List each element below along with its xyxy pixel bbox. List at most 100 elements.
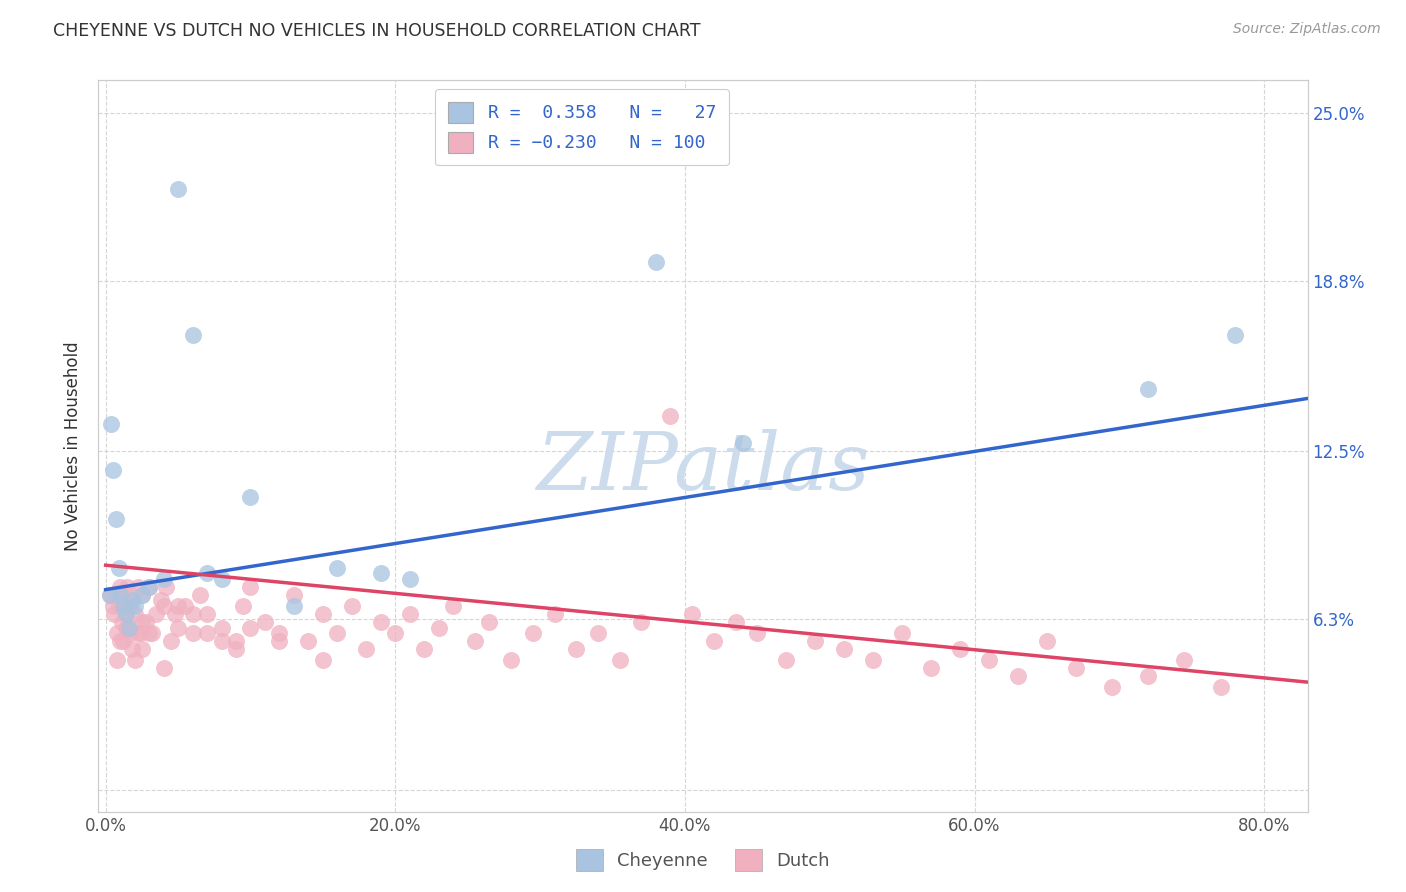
Point (112, 599, 135, 613)
Point (609, 653, 631, 667)
Point (195, 626, 218, 640)
Point (145, 607, 167, 621)
Point (107, 561, 129, 575)
Point (977, 653, 1000, 667)
Point (1137, 669, 1160, 683)
Y-axis label: No Vehicles in Household: No Vehicles in Household (65, 341, 83, 551)
Point (464, 634, 486, 648)
Point (118, 620, 141, 634)
Point (138, 626, 160, 640)
Point (1137, 382, 1160, 396)
Point (225, 642, 247, 657)
Point (269, 626, 291, 640)
Point (211, 634, 233, 648)
Point (165, 607, 187, 621)
Point (501, 653, 523, 667)
Point (103, 607, 125, 621)
Point (181, 607, 204, 621)
Point (630, 615, 652, 629)
Point (181, 626, 204, 640)
Point (681, 607, 703, 621)
Point (211, 572, 233, 586)
Point (105, 626, 128, 640)
Point (195, 607, 218, 621)
Point (152, 572, 174, 586)
Point (269, 634, 291, 648)
Point (110, 615, 132, 629)
Point (124, 607, 146, 621)
Point (152, 599, 174, 613)
Point (326, 561, 349, 575)
Point (586, 626, 609, 640)
Point (131, 588, 153, 602)
Point (107, 599, 129, 613)
Point (181, 327, 204, 342)
Point (100, 417, 122, 432)
Point (775, 653, 797, 667)
Point (398, 572, 420, 586)
Point (645, 254, 668, 268)
Point (101, 463, 124, 477)
Point (565, 642, 588, 657)
Point (108, 634, 131, 648)
Point (152, 661, 174, 675)
Point (127, 626, 149, 640)
Point (167, 599, 190, 613)
Point (127, 580, 149, 594)
Point (1173, 653, 1195, 667)
Point (211, 620, 233, 634)
Point (398, 607, 420, 621)
Point (862, 653, 884, 667)
Legend: R =  0.358   N =   27, R = −0.230   N = 100: R = 0.358 N = 27, R = −0.230 N = 100 (436, 89, 728, 165)
Point (149, 593, 172, 607)
Point (225, 634, 247, 648)
Point (413, 642, 436, 657)
Point (441, 599, 464, 613)
Point (138, 580, 160, 594)
Point (239, 580, 262, 594)
Point (747, 626, 769, 640)
Point (804, 634, 827, 648)
Point (104, 588, 127, 602)
Point (124, 653, 146, 667)
Point (724, 615, 747, 629)
Point (129, 626, 152, 640)
Point (167, 181, 190, 195)
Point (131, 615, 153, 629)
Point (117, 620, 139, 634)
Point (101, 599, 124, 613)
Point (141, 626, 163, 640)
Point (297, 634, 319, 648)
Point (120, 626, 142, 640)
Point (121, 593, 143, 607)
Point (105, 653, 128, 667)
Point (312, 653, 335, 667)
Point (188, 588, 211, 602)
Point (731, 436, 754, 450)
Point (121, 593, 143, 607)
Point (920, 661, 942, 675)
Point (1064, 661, 1087, 675)
Point (283, 599, 305, 613)
Point (949, 642, 972, 657)
Point (1209, 680, 1232, 694)
Point (1225, 327, 1247, 342)
Point (232, 599, 254, 613)
Point (115, 620, 138, 634)
Point (370, 566, 392, 581)
Point (195, 566, 218, 581)
Text: CHEYENNE VS DUTCH NO VEHICLES IN HOUSEHOLD CORRELATION CHART: CHEYENNE VS DUTCH NO VEHICLES IN HOUSEHO… (53, 22, 702, 40)
Point (174, 599, 197, 613)
Point (131, 642, 153, 657)
Legend: Cheyenne, Dutch: Cheyenne, Dutch (568, 842, 838, 879)
Point (98, 588, 121, 602)
Point (340, 599, 363, 613)
Point (891, 626, 914, 640)
Point (112, 599, 135, 613)
Point (167, 620, 190, 634)
Point (117, 580, 139, 594)
Point (115, 607, 138, 621)
Point (659, 409, 682, 424)
Point (155, 580, 177, 594)
Text: ZIPatlas: ZIPatlas (536, 429, 870, 507)
